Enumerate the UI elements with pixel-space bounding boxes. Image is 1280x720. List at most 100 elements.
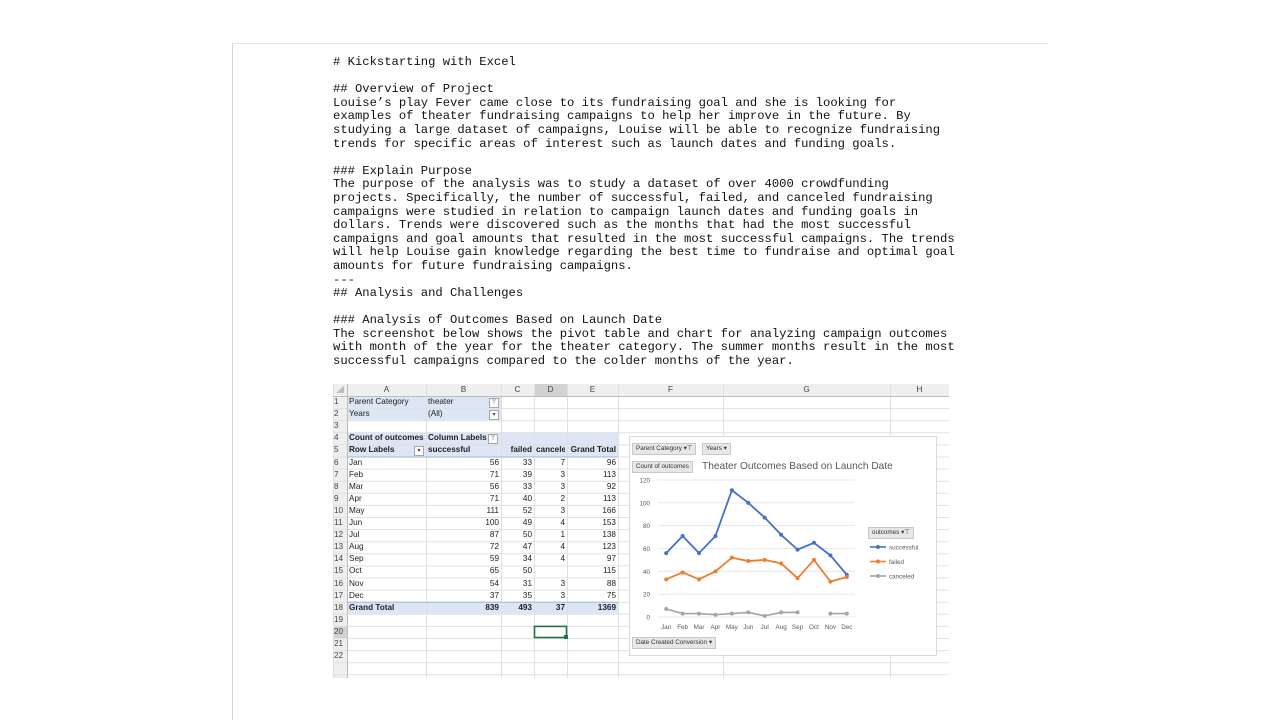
data-point-successful [779,532,784,537]
document-line: # Kickstarting with Excel [333,55,516,69]
pivot-cell-canceled: 4 [560,542,565,552]
pivot-header-successful: successful [428,445,471,455]
data-point-failed [746,559,751,564]
dropdown-icon[interactable]: ▾ [489,409,499,420]
x-tick-label: Jul [761,624,769,631]
parent-category-button-label: Parent Category [636,445,682,452]
data-point-canceled [729,611,734,616]
pivot-cell-canceled: 7 [560,457,565,467]
row-number[interactable]: 21 [334,639,344,648]
row-number[interactable]: 7 [334,469,339,479]
series-line-successful [665,489,848,576]
column-header-d[interactable]: D [547,385,554,394]
legend-label-successful: successful [889,544,918,551]
row-number[interactable]: 2 [334,409,339,419]
pivot-row-label: Apr [349,493,362,503]
grand-total-shading [347,601,618,614]
column-header-h[interactable]: H [916,385,923,394]
grand-total-canceled: 37 [555,602,565,612]
row-number[interactable]: 15 [334,566,344,576]
pivot-cell-canceled [536,565,565,577]
legend-marker-successful [876,545,880,549]
row-number[interactable]: 14 [334,554,344,564]
row-number[interactable]: 6 [334,457,339,467]
column-header-b[interactable]: B [460,385,467,394]
data-point-successful [746,500,751,505]
data-point-failed [811,557,816,562]
dropdown-icon[interactable]: ▾ [414,445,424,456]
pivot-cell-total: 115 [602,566,616,576]
filter-icon[interactable]: ⊤ [489,397,499,408]
row-number[interactable]: 18 [334,602,344,612]
x-tick-label: Jan [661,624,672,631]
date-created-conversion-button[interactable]: Date Created Conversion ▾ [632,637,716,649]
count-of-outcomes-button[interactable]: Count of outcomes [632,461,693,473]
pivot-cell-canceled: 4 [560,518,565,527]
row-number[interactable]: 10 [334,505,344,515]
x-tick-label: Dec [841,624,852,631]
grand-total-total: 1369 [597,602,616,612]
column-header-g[interactable]: G [803,385,810,394]
dropdown-icon: ▾ [723,445,727,452]
row-number[interactable]: 20 [334,626,344,636]
row-number[interactable]: 3 [334,421,339,431]
row-number[interactable]: 1 [334,397,339,406]
row-number[interactable]: 22 [334,651,344,661]
years-filter-button[interactable]: Years ▾ [702,443,731,455]
x-tick-label: May [726,624,739,631]
row-number[interactable]: 4 [334,433,339,443]
row-number[interactable]: 12 [334,530,344,540]
excel-screenshot: A B C D E F G H 1 2 3 4 5 6 7 8 9 10 11 12 13 14 15 16 17 18 19 20 2… [333,384,949,678]
legend-marker-canceled [876,574,880,578]
pivot-row-label: Sep [349,554,364,564]
data-point-canceled [697,611,702,616]
y-tick-label: 0 [646,615,650,622]
document-line: projects. Specifically, the number of su… [333,190,933,205]
filter-value: (All) [428,409,443,419]
selected-cell [533,625,568,639]
row-number[interactable]: 13 [334,542,344,552]
legend-label-canceled: canceled [889,573,915,580]
document-line: with month of the year for the theater c… [333,340,955,355]
pivot-column-labels: Column Labels [428,433,487,443]
filter-icon: ▾⊤ [901,529,910,536]
row-number[interactable]: 9 [334,493,339,503]
row-number[interactable]: 16 [334,578,344,588]
pivot-cell-successful: 87 [489,530,499,540]
pivot-header-grand-total: Grand Total [570,445,616,455]
data-point-canceled [664,607,669,612]
pivot-cell-total: 153 [602,518,616,527]
pivot-cell-total: 96 [606,457,616,467]
row-number[interactable]: 11 [334,518,343,527]
parent-category-filter-button[interactable]: Parent Category ▾⊤ [632,443,697,455]
column-header-a[interactable]: A [383,385,390,394]
legend-marker-failed [876,559,880,564]
pivot-cell-successful: 72 [489,542,499,552]
data-point-failed [844,575,849,580]
pivot-header-failed: failed [510,445,532,455]
data-point-failed [697,577,702,582]
column-header-c[interactable]: C [514,385,521,394]
pivot-cell-successful: 65 [489,566,499,576]
x-tick-label: Oct [809,624,819,631]
outcomes-button-label: outcomes [872,529,900,536]
row-number[interactable]: 19 [334,614,344,624]
pivot-value-label: Count of outcomes [349,433,424,443]
column-header-f[interactable]: F [667,385,673,394]
pivot-cell-total: 88 [606,578,616,588]
filter-label: Years [349,409,370,419]
row-number[interactable]: 17 [334,590,344,600]
outcomes-legend-filter-button[interactable]: outcomes ▾⊤ [868,527,914,539]
chart-title: Theater Outcomes Based on Launch Date [702,461,893,472]
pivot-chart[interactable]: Parent Category ▾⊤ Years ▾ Count of outc… [629,436,937,656]
document-line: studying a large dataset of campaigns, L… [333,122,941,137]
data-point-canceled [795,610,800,615]
row-number[interactable]: 5 [334,445,339,455]
pivot-row-label: May [349,505,365,515]
series-line-failed [665,556,848,583]
pivot-header-canceled: canceled [536,445,565,455]
column-header-e[interactable]: E [589,385,596,394]
date-button-label: Date Created Conversion [636,639,708,646]
filter-icon[interactable]: ⊤ [488,433,498,444]
row-number[interactable]: 8 [334,481,339,491]
